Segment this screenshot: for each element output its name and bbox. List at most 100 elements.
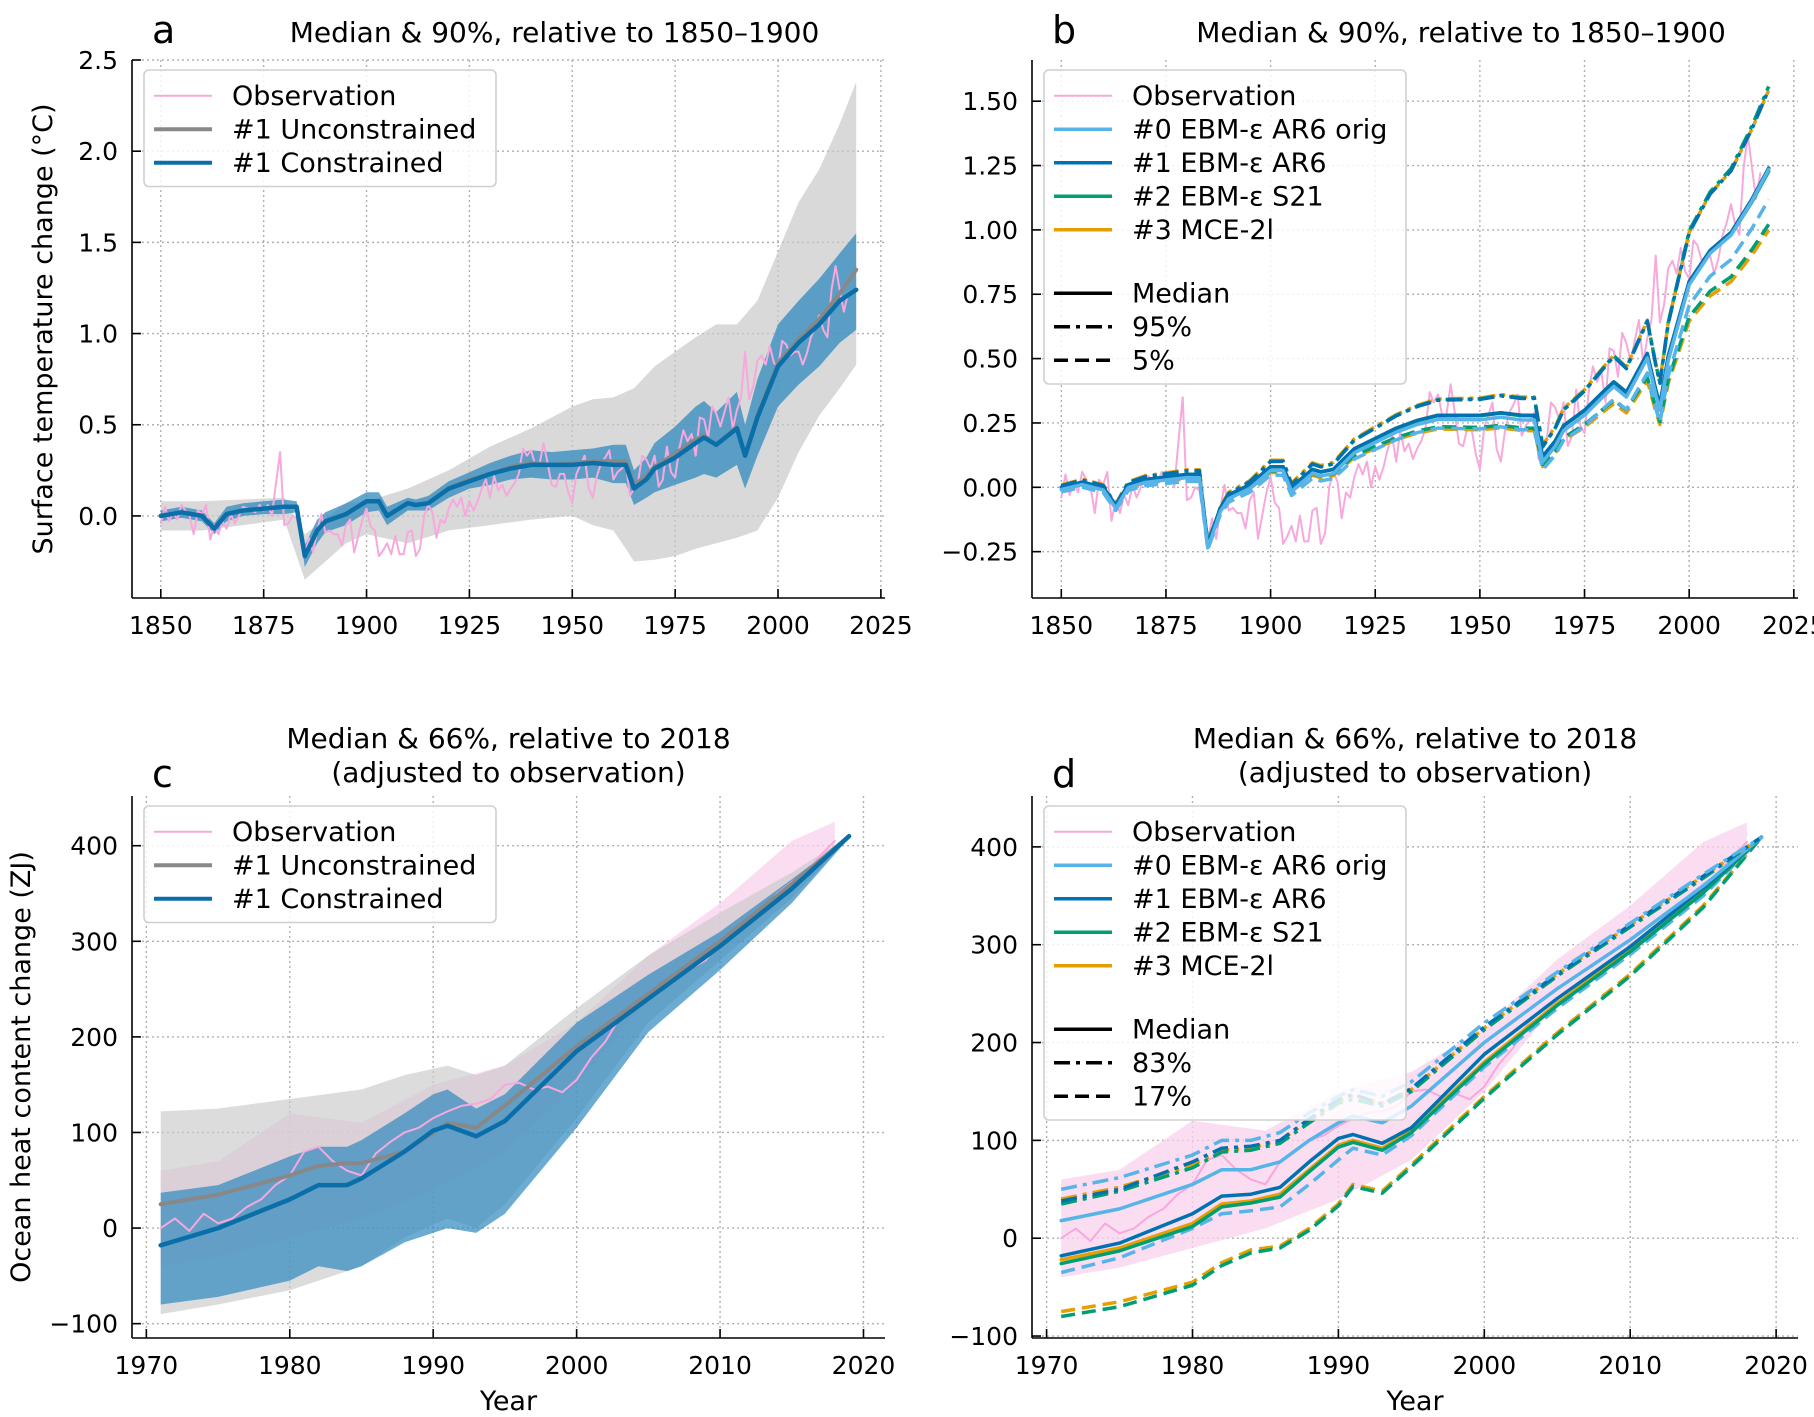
y-tick-label: 200	[70, 1023, 118, 1052]
x-tick-label: 2010	[1598, 1351, 1662, 1380]
y-axis-label: Ocean heat content change (ZJ)	[6, 851, 37, 1283]
series-line-8	[1060, 835, 1763, 1201]
panel-title: Median & 90%, relative to 1850–1900	[1196, 16, 1726, 49]
panel-letter: c	[152, 752, 173, 796]
panel-title: (adjusted to observation)	[1238, 756, 1592, 789]
x-tick-label: 1990	[401, 1351, 465, 1380]
legend-label: #1 Unconstrained	[232, 114, 476, 145]
legend-label: Observation	[232, 817, 396, 848]
legend-label: #3 MCE-2l	[1132, 951, 1274, 982]
legend-label: Observation	[232, 81, 396, 112]
y-tick-label: 1.0	[78, 320, 118, 349]
x-tick-label: 1875	[232, 611, 296, 640]
panel-title: Median & 66%, relative to 2018	[1193, 722, 1637, 755]
panel-b: 1850 1875 1900 1925 1950 1975 2000 2025 −0.25 0.0…	[941, 8, 1814, 640]
x-tick-label: 1980	[1161, 1351, 1225, 1380]
series-line-2	[158, 287, 859, 559]
y-tick-label: 300	[970, 931, 1018, 960]
legend-label: Observation	[1132, 817, 1296, 848]
legend-label: #2 EBM-ε S21	[1132, 181, 1324, 212]
x-tick-label: 1970	[1015, 1351, 1079, 1380]
y-tick-label: 0	[1002, 1224, 1018, 1253]
legend-label: Observation	[1132, 81, 1296, 112]
x-tick-label: 1900	[335, 611, 399, 640]
legend-label: 95%	[1132, 312, 1192, 343]
y-tick-label: 1.00	[962, 216, 1018, 245]
legend: Observation#0 EBM-ε AR6 orig#1 EBM-ε AR6…	[1043, 805, 1407, 1121]
series-line-8	[1060, 88, 1771, 550]
legend-label: #1 EBM-ε AR6	[1132, 148, 1327, 179]
legend-box	[143, 805, 497, 924]
y-tick-label: 100	[70, 1118, 118, 1147]
panel-letter: b	[1052, 8, 1076, 52]
legend-label: #2 EBM-ε S21	[1132, 917, 1324, 948]
plot-area	[158, 81, 859, 580]
y-tick-label: 1.50	[962, 87, 1018, 116]
panel-title: Median & 90%, relative to 1850–1900	[290, 16, 820, 49]
legend-label: Median	[1132, 1014, 1230, 1045]
x-tick-label: 1970	[115, 1351, 179, 1380]
legend-label: #3 MCE-2l	[1132, 215, 1274, 246]
legend-box	[143, 69, 497, 188]
y-tick-label: 2.0	[78, 137, 118, 166]
series-line-2	[158, 833, 852, 1248]
series-line-11	[1060, 835, 1763, 1192]
legend-label: #1 EBM-ε AR6	[1132, 884, 1327, 915]
legend-label: #1 Unconstrained	[232, 850, 476, 881]
x-tick-label: 1950	[1448, 611, 1512, 640]
y-tick-label: −100	[49, 1310, 118, 1339]
x-tick-label: 1850	[1029, 611, 1093, 640]
legend: Observation#0 EBM-ε AR6 orig#1 EBM-ε AR6…	[1043, 69, 1407, 385]
x-tick-label: 1875	[1134, 611, 1198, 640]
legend-label: 5%	[1132, 345, 1175, 376]
x-tick-label: 2010	[688, 1351, 752, 1380]
legend-label: #1 Constrained	[232, 148, 444, 179]
series-line-9	[1060, 835, 1763, 1206]
panel-c: 1970 1980 1990 2000 2010 2020 −100 0 100 200 300 40…	[6, 722, 895, 1417]
series-line-2	[1060, 835, 1763, 1319]
legend-label: 83%	[1132, 1048, 1192, 1079]
legend-box	[1043, 69, 1407, 385]
y-tick-label: 1.5	[78, 228, 118, 257]
legend-label: #0 EBM-ε AR6 orig	[1132, 114, 1387, 145]
x-axis-label: Year	[1385, 1386, 1444, 1417]
legend-label: 17%	[1132, 1081, 1192, 1112]
x-tick-label: 2000	[746, 611, 810, 640]
x-tick-label: 2025	[849, 611, 913, 640]
y-tick-label: 400	[970, 833, 1018, 862]
x-tick-label: 2020	[1744, 1351, 1808, 1380]
legend-label: #1 Constrained	[232, 884, 444, 915]
x-tick-label: 1990	[1307, 1351, 1371, 1380]
panel-letter: d	[1052, 752, 1076, 796]
legend: Observation#1 Unconstrained#1 Constraine…	[143, 69, 497, 188]
panel-letter: a	[152, 8, 175, 52]
plot-area	[1059, 822, 1764, 1319]
plot-area	[1059, 85, 1771, 552]
y-tick-label: 0.00	[962, 473, 1018, 502]
x-tick-label: 1980	[258, 1351, 322, 1380]
band-2	[160, 836, 850, 1305]
series-line-6	[1059, 835, 1764, 1258]
x-tick-label: 1925	[1343, 611, 1407, 640]
legend-label: Median	[1132, 278, 1230, 309]
legend-label: #0 EBM-ε AR6 orig	[1132, 850, 1387, 881]
panel-title: (adjusted to observation)	[331, 756, 685, 789]
series-line-3	[1060, 835, 1763, 1275]
x-tick-label: 1900	[1239, 611, 1303, 640]
x-tick-label: 1975	[643, 611, 707, 640]
series-line-5	[1059, 835, 1764, 1266]
y-tick-label: 2.5	[78, 46, 118, 75]
plot-area	[158, 821, 852, 1315]
y-tick-label: 200	[970, 1029, 1018, 1058]
y-tick-label: 1.25	[962, 152, 1018, 181]
x-tick-label: 1950	[540, 611, 604, 640]
x-tick-label: 2000	[1657, 611, 1721, 640]
x-tick-label: 1975	[1553, 611, 1617, 640]
x-tick-label: 2020	[832, 1351, 896, 1380]
x-tick-label: 1925	[438, 611, 502, 640]
y-tick-label: 0.0	[78, 502, 118, 531]
y-axis-label: Surface temperature change (°C)	[28, 103, 59, 554]
x-tick-label: 2025	[1762, 611, 1814, 640]
x-tick-label: 1850	[129, 611, 193, 640]
